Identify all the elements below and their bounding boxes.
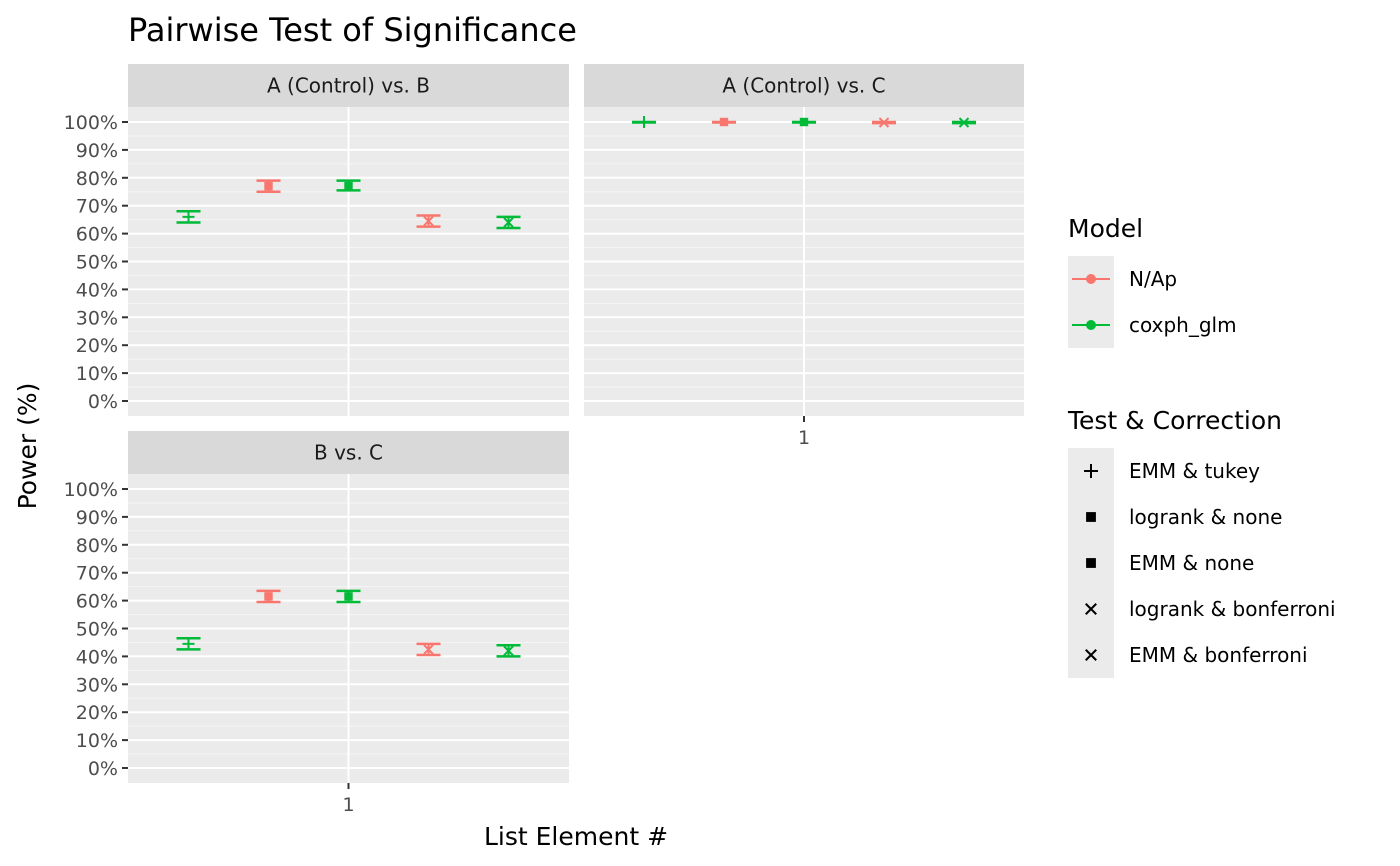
legend-test-label: logrank & none <box>1129 505 1282 529</box>
point-marker <box>719 117 729 127</box>
data-point <box>176 210 201 224</box>
point-marker <box>878 117 890 128</box>
data-point <box>336 589 361 604</box>
facet-strip <box>128 64 569 107</box>
point-marker-b <box>423 215 434 227</box>
legend-model: Model N/Ap coxph_glm <box>1068 214 1237 348</box>
data-point <box>872 117 896 128</box>
y-tick-label: 90% <box>76 140 118 162</box>
y-tick-label: 20% <box>76 702 118 724</box>
facet-strip <box>584 64 1024 107</box>
data-point <box>256 589 281 604</box>
legend-test-label: EMM & none <box>1129 551 1254 575</box>
y-tick-label: 70% <box>76 563 118 585</box>
legend-key-shape <box>1084 464 1098 478</box>
point-marker-b <box>423 644 434 655</box>
legend-key-shape <box>1086 558 1096 568</box>
y-tick-label: 10% <box>76 363 118 385</box>
data-point <box>712 117 736 127</box>
data-point <box>416 214 441 228</box>
point-marker <box>799 117 809 127</box>
y-tick-label: 0% <box>88 391 118 413</box>
y-tick-label: 60% <box>76 224 118 246</box>
point-marker <box>423 215 434 227</box>
data-point <box>336 179 361 192</box>
data-point <box>176 637 201 651</box>
legend-model-title: Model <box>1068 214 1143 243</box>
y-tick-label: 30% <box>76 307 118 329</box>
chart-title: Pairwise Test of Significance <box>128 11 577 49</box>
x-tick-label: 1 <box>798 427 810 449</box>
legend-key-point <box>1086 320 1096 330</box>
facet-panel-2: A (Control) vs. C 1 <box>584 64 1024 449</box>
legend-key-shape <box>1085 649 1097 661</box>
data-point <box>416 642 441 657</box>
data-point <box>496 643 521 658</box>
y-tick-label: 0% <box>88 758 118 780</box>
point-marker <box>344 181 353 191</box>
legend-key-shape-b <box>1085 603 1097 615</box>
y-tick-label: 70% <box>76 196 118 218</box>
y-tick-label: 80% <box>76 535 118 557</box>
legend-test-label: EMM & tukey <box>1129 459 1260 483</box>
point-marker-b <box>503 217 514 228</box>
point-marker-b <box>878 117 890 128</box>
data-point <box>632 116 656 128</box>
legend-key-point <box>1086 274 1096 284</box>
data-point <box>952 117 976 128</box>
y-tick-label: 50% <box>76 252 118 274</box>
x-tick-label: 1 <box>342 794 354 816</box>
y-tick-label: 90% <box>76 507 118 529</box>
y-tick-label: 20% <box>76 335 118 357</box>
point-marker <box>423 644 434 655</box>
y-tick-label: 100% <box>64 479 118 501</box>
point-marker <box>264 181 273 191</box>
y-axis-title: Power (%) <box>13 383 42 510</box>
legend-key-shape <box>1086 512 1096 522</box>
legend-test-label: EMM & bonferroni <box>1129 643 1308 667</box>
point-marker <box>503 645 514 657</box>
data-point <box>792 117 816 127</box>
y-tick-label: 40% <box>76 646 118 668</box>
facet-strip <box>128 431 569 474</box>
facet-panel-3: B vs. C 0% 10% 20% 30% 40% 50% 60% 70% 80% 90% 100%… <box>64 431 569 816</box>
facet-strip-label: A (Control) vs. C <box>722 74 885 98</box>
y-tick-label: 50% <box>76 619 118 641</box>
y-tick-label: 100% <box>64 112 118 134</box>
facet-strip-label: A (Control) vs. B <box>267 74 430 98</box>
point-marker <box>182 210 195 223</box>
y-tick-label: 80% <box>76 168 118 190</box>
y-tick-label: 10% <box>76 730 118 752</box>
legend-test-title: Test & Correction <box>1067 406 1282 435</box>
point-marker <box>264 592 273 601</box>
point-marker-b <box>503 645 514 657</box>
legend-model-label: N/Ap <box>1129 267 1177 291</box>
legend-test-label: logrank & bonferroni <box>1129 597 1336 621</box>
x-axis-title: List Element # <box>484 822 668 851</box>
legend-key-shape <box>1085 603 1097 615</box>
facet-panels: A (Control) vs. B0%10%20%30%40%50%60%70%… <box>64 64 1024 816</box>
legend-key-shape-b <box>1085 649 1097 661</box>
facet-strip-label: B vs. C <box>314 441 383 465</box>
y-tick-label: 60% <box>76 591 118 613</box>
point-marker <box>344 592 353 601</box>
facet-panel-1: A (Control) vs. B 0% 10% 20% 30% 40% 50% 60% 70%… <box>64 64 569 416</box>
data-point <box>256 179 281 193</box>
point-marker <box>638 116 650 128</box>
point-marker <box>958 117 970 128</box>
point-marker <box>503 217 514 228</box>
legend-model-label: coxph_glm <box>1129 313 1237 337</box>
y-tick-label: 30% <box>76 674 118 696</box>
y-tick-label: 40% <box>76 279 118 301</box>
legend-test-correction: Test & Correction EMM & tukey logrank & no… <box>1067 406 1336 678</box>
point-marker <box>182 637 195 650</box>
data-point <box>496 215 521 230</box>
point-marker-b <box>958 117 970 128</box>
